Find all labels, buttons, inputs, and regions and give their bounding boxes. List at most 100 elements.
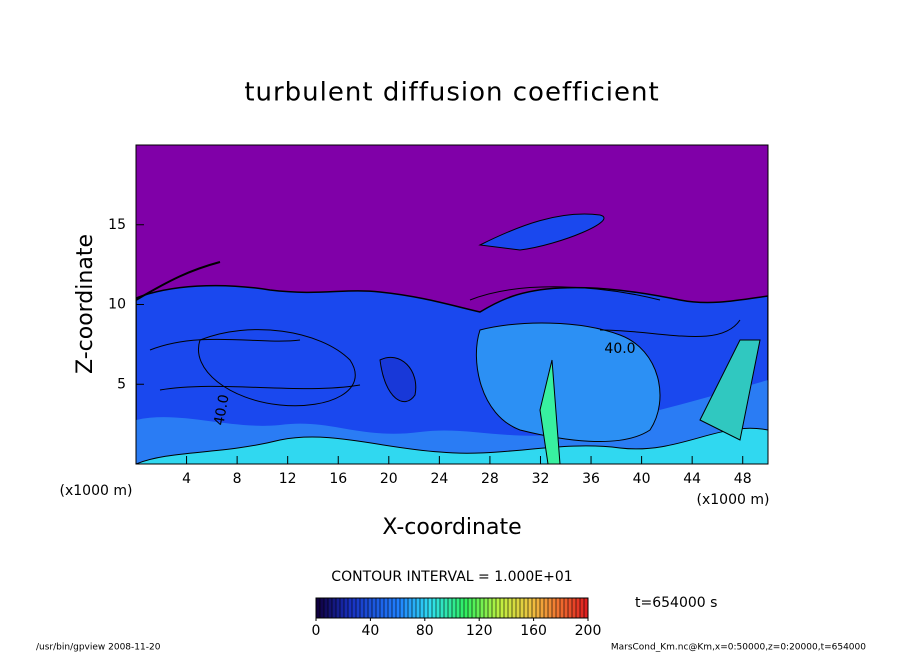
colorbar-cell [344,598,348,618]
x-tick-label: 44 [683,471,701,487]
colorbar-cell [340,598,344,618]
colorbar: 0 40 80 120 160 200 [312,597,602,639]
colorbar-cell [492,598,496,618]
colorbar-cell [552,598,556,618]
colorbar-cell [432,598,436,618]
colorbar-cell [404,598,408,618]
x-tick-label: 40 [633,471,651,487]
colorbar-tick-label: 200 [575,623,602,639]
colorbar-cell [368,598,372,618]
colorbar-cell [380,598,384,618]
colorbar-frame [315,597,589,619]
x-tick-label: 20 [380,471,398,487]
y-tick-label: 15 [108,217,126,233]
colorbar-cell [532,598,536,618]
chart-title: turbulent diffusion coefficient [244,78,659,108]
field [136,145,768,464]
contour-interval: CONTOUR INTERVAL = 1.000E+01 [331,569,572,585]
colorbar-cell [568,598,572,618]
colorbar-cell [412,598,416,618]
colorbar-cell [324,598,328,618]
y-tick-label: 5 [117,376,126,392]
x-unit: (x1000 m) [60,483,133,499]
colorbar-cell [396,598,400,618]
colorbar-cell [436,598,440,618]
colorbar-cell [572,598,576,618]
colorbar-cell [480,598,484,618]
colorbar-cell [400,598,404,618]
x-tick-label: 32 [532,471,550,487]
colorbar-cell [500,598,504,618]
contour-label: 40.0 [211,393,232,426]
colorbar-cell [484,598,488,618]
colorbar-cell [416,598,420,618]
colorbar-cell [336,598,340,618]
colorbar-cell [560,598,564,618]
x-tick-label: 36 [582,471,600,487]
colorbar-cell [520,598,524,618]
colorbar-cell [524,598,528,618]
colorbar-cell [512,598,516,618]
colorbar-cell [320,598,324,618]
colorbar-cell [328,598,332,618]
contour-label: 40.0 [604,341,635,357]
colorbar-tick-label: 120 [466,623,493,639]
colorbar-tick-label: 160 [520,623,547,639]
colorbar-cell [332,598,336,618]
colorbar-cell [508,598,512,618]
colorbar-cell [408,598,412,618]
colorbar-cell [424,598,428,618]
x-tick-label: 28 [481,471,499,487]
colorbar-cell [548,598,552,618]
colorbar-cell [388,598,392,618]
colorbar-cell [488,598,492,618]
colorbar-cell [384,598,388,618]
colorbar-cell [348,598,352,618]
x-unit: (x1000 m) [697,492,770,508]
colorbar-cell [528,598,532,618]
colorbar-cell [376,598,380,618]
colorbar-cell [536,598,540,618]
colorbar-cell [576,598,580,618]
x-tick-label: 8 [233,471,242,487]
colorbar-cell [472,598,476,618]
colorbar-cell [444,598,448,618]
time-label: t=654000 s [635,595,717,611]
colorbar-cell [540,598,544,618]
y-axis-label: Z-coordinate [73,234,98,374]
colorbar-cell [428,598,432,618]
colorbar-cell [440,598,444,618]
colorbar-cell [360,598,364,618]
x-axis-label: X-coordinate [382,515,521,540]
colorbar-cell [464,598,468,618]
colorbar-cell [356,598,360,618]
x-tick-label: 12 [279,471,297,487]
colorbar-cell [456,598,460,618]
colorbar-cell [372,598,376,618]
colorbar-cell [556,598,560,618]
colorbar-cell [468,598,472,618]
colorbar-cell [476,598,480,618]
colorbar-cell [420,598,424,618]
colorbar-cell [316,598,320,618]
x-tick-label: 4 [182,471,191,487]
colorbar-cell [516,598,520,618]
footer: MarsCond_Km.nc@Km,x=0:50000,z=0:20000,t=… [611,643,866,653]
x-tick-label: 24 [430,471,448,487]
colorbar-tick-label: 80 [416,623,434,639]
colorbar-cell [544,598,548,618]
colorbar-cell [496,598,500,618]
colorbar-cell [460,598,464,618]
colorbar-cell [352,598,356,618]
colorbar-cell [564,598,568,618]
colorbar-cell [584,598,588,618]
colorbar-cell [504,598,508,618]
footer: /usr/bin/gpview 2008-11-20 [36,643,161,653]
x-tick-label: 16 [329,471,347,487]
colorbar-cell [452,598,456,618]
colorbar-cell [580,598,584,618]
colorbar-tick-label: 0 [312,623,321,639]
colorbar-cell [448,598,452,618]
colorbar-cell [364,598,368,618]
